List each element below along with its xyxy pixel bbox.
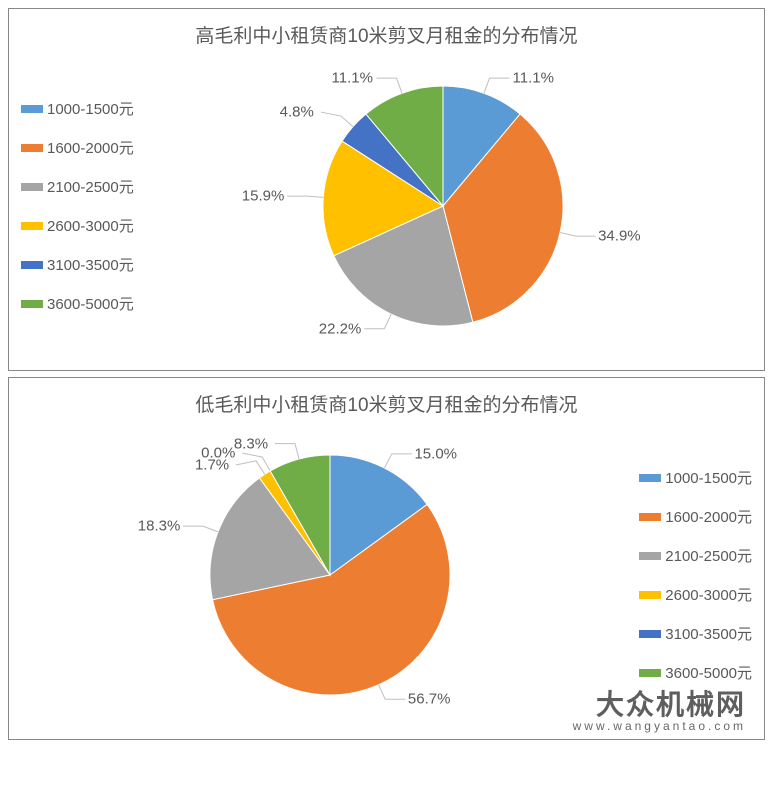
legend-item: 2100-2500元 xyxy=(639,545,752,566)
slice-label: 0.0% xyxy=(201,445,235,462)
legend-swatch xyxy=(21,300,43,308)
pie-svg xyxy=(21,425,639,725)
leader-line xyxy=(236,461,265,474)
legend-swatch xyxy=(639,552,661,560)
legend-label: 2600-3000元 xyxy=(665,584,752,605)
leader-line xyxy=(321,112,353,127)
legend-item: 1000-1500元 xyxy=(639,467,752,488)
pie-bottom: 15.0%56.7%18.3%1.7%0.0%8.3% xyxy=(21,425,639,725)
legend-item: 3600-5000元 xyxy=(639,662,752,683)
leader-line xyxy=(379,685,405,700)
chart-top-row: 1000-1500元 1600-2000元 2100-2500元 2600-3000元… xyxy=(21,56,752,356)
leader-line xyxy=(183,526,218,532)
slice-label: 56.7% xyxy=(408,691,451,708)
pie-svg xyxy=(134,56,752,356)
legend-swatch xyxy=(21,222,43,230)
legend-label: 2100-2500元 xyxy=(47,176,134,197)
slice-label: 11.1% xyxy=(512,70,553,87)
slice-label: 18.3% xyxy=(138,518,181,535)
legend-swatch xyxy=(639,474,661,482)
legend-swatch xyxy=(21,105,43,113)
legend-swatch xyxy=(21,261,43,269)
chart-top-title: 高毛利中小租赁商10米剪叉月租金的分布情况 xyxy=(21,21,752,48)
legend-swatch xyxy=(21,183,43,191)
legend-label: 3100-3500元 xyxy=(665,623,752,644)
leader-line xyxy=(376,78,401,93)
leader-line xyxy=(287,196,323,197)
legend-swatch xyxy=(639,669,661,677)
legend-bottom: 1000-1500元 1600-2000元 2100-2500元 2600-3000元… xyxy=(639,467,752,683)
legend-swatch xyxy=(639,513,661,521)
leader-line xyxy=(364,314,391,328)
legend-swatch xyxy=(639,591,661,599)
legend-swatch xyxy=(639,630,661,638)
legend-item: 1000-1500元 xyxy=(21,98,134,119)
legend-label: 3600-5000元 xyxy=(47,293,134,314)
legend-item: 2600-3000元 xyxy=(639,584,752,605)
legend-label: 1000-1500元 xyxy=(47,98,134,119)
legend-swatch xyxy=(21,144,43,152)
legend-label: 2100-2500元 xyxy=(665,545,752,566)
slice-label: 4.8% xyxy=(280,104,314,121)
legend-item: 1600-2000元 xyxy=(639,506,752,527)
chart-bottom-row: 15.0%56.7%18.3%1.7%0.0%8.3% 1000-1500元16… xyxy=(21,425,752,725)
legend-item: 3100-3500元 xyxy=(639,623,752,644)
leader-line xyxy=(385,454,412,468)
slice-label: 15.0% xyxy=(414,445,457,462)
leader-line xyxy=(275,444,299,459)
legend-label: 1600-2000元 xyxy=(47,137,134,158)
chart-top: 高毛利中小租赁商10米剪叉月租金的分布情况 1000-1500元 1600-200… xyxy=(8,8,765,371)
slice-label: 15.9% xyxy=(242,188,285,205)
legend-item: 1600-2000元 xyxy=(21,137,134,158)
slice-label: 34.9% xyxy=(598,228,641,245)
legend-label: 1600-2000元 xyxy=(665,506,752,527)
legend-label: 2600-3000元 xyxy=(47,215,134,236)
slice-label: 11.1% xyxy=(332,70,373,87)
slice-label: 8.3% xyxy=(234,435,268,452)
slice-label: 22.2% xyxy=(319,320,362,337)
legend-top: 1000-1500元 1600-2000元 2100-2500元 2600-3000元… xyxy=(21,98,134,314)
legend-item: 3100-3500元 xyxy=(21,254,134,275)
legend-label: 3600-5000元 xyxy=(665,662,752,683)
legend-item: 2600-3000元 xyxy=(21,215,134,236)
legend-item: 2100-2500元 xyxy=(21,176,134,197)
legend-label: 3100-3500元 xyxy=(47,254,134,275)
leader-line xyxy=(484,78,509,93)
leader-line xyxy=(560,233,596,237)
chart-bottom-title: 低毛利中小租赁商10米剪叉月租金的分布情况 xyxy=(21,390,752,417)
legend-item: 3600-5000元 xyxy=(21,293,134,314)
pie-top: 11.1% 34.9% 22.2% 15.9% 4.8% 11.1% xyxy=(134,56,752,356)
legend-label: 1000-1500元 xyxy=(665,467,752,488)
chart-bottom: 低毛利中小租赁商10米剪叉月租金的分布情况 15.0%56.7%18.3%1.7… xyxy=(8,377,765,740)
